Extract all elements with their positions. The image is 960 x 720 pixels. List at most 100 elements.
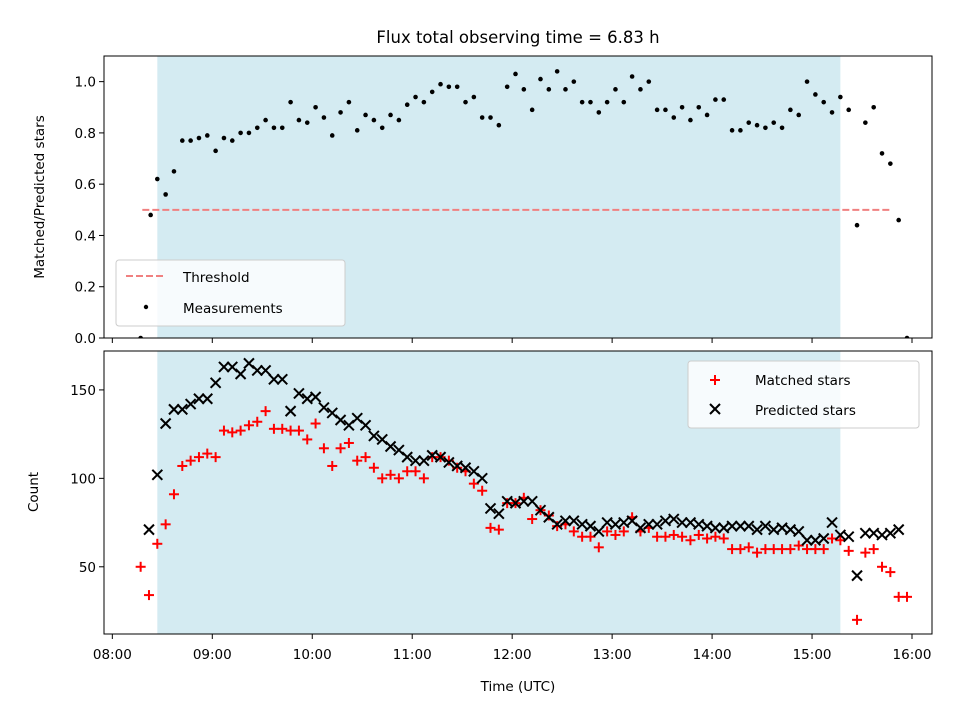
- predicted-star-point: [276, 373, 288, 386]
- predicted-star-point: [234, 368, 247, 380]
- predicted-star-point: [334, 414, 347, 426]
- predicted-star-point: [518, 495, 530, 508]
- legend-matched-swatch: [710, 375, 720, 385]
- measurement-point: [529, 107, 535, 113]
- matched-star-point: [218, 425, 229, 436]
- matched-star-point: [885, 567, 896, 578]
- bottom-y-axis-ticks: 50 100 150: [70, 383, 104, 576]
- measurement-point: [204, 133, 210, 138]
- predicted-star-point: [293, 387, 305, 400]
- matched-star-point: [318, 443, 329, 454]
- matched-star-point: [368, 462, 379, 473]
- predicted-star-point: [601, 516, 613, 529]
- predicted-star-point: [501, 495, 513, 508]
- measurement-point: [271, 125, 277, 131]
- matched-star-point: [152, 538, 163, 549]
- top-chart-legend: Threshold Measurements: [115, 259, 346, 327]
- measurement-point: [496, 122, 502, 128]
- predicted-star-point: [867, 527, 880, 539]
- measurement-point: [155, 176, 160, 182]
- y-tick-label: 0.6: [75, 177, 96, 193]
- measurement-point: [904, 335, 910, 338]
- matched-star-point: [552, 521, 563, 532]
- predicted-star-point: [259, 364, 272, 377]
- measurement-point: [438, 81, 443, 87]
- matched-star-point: [852, 614, 863, 625]
- predicted-star-point: [459, 462, 472, 474]
- matched-star-point: [568, 526, 579, 537]
- measurement-point: [571, 79, 577, 84]
- matched-stars-series: [135, 406, 913, 625]
- y-tick-label: 0.0: [75, 331, 96, 347]
- measurement-point: [654, 107, 660, 113]
- legend-measurements-swatch: [143, 304, 149, 310]
- matched-star-point: [585, 531, 596, 542]
- x-tick-label: 12:00: [493, 647, 532, 663]
- matched-star-point: [210, 452, 221, 463]
- x-tick-label: 14:00: [693, 647, 732, 663]
- matched-star-point: [468, 478, 479, 489]
- matched-star-point: [785, 544, 796, 555]
- measurement-point: [688, 117, 693, 123]
- bottom-y-axis-label: Count: [26, 472, 42, 512]
- matched-star-point: [793, 540, 804, 551]
- top-y-axis-label: Matched/Predicted stars: [32, 115, 48, 278]
- predicted-star-point: [834, 529, 847, 541]
- measurement-point: [148, 212, 153, 218]
- predicted-star-point: [801, 534, 813, 546]
- matched-star-point: [310, 418, 321, 429]
- matched-star-point: [185, 455, 196, 466]
- predicted-star-point: [851, 569, 863, 582]
- predicted-star-point: [384, 440, 397, 453]
- y-tick-label: 50: [79, 560, 96, 576]
- predicted-star-point: [476, 472, 488, 485]
- predicted-star-point: [884, 527, 897, 539]
- predicted-star-point: [651, 518, 663, 531]
- measurement-point: [729, 128, 735, 133]
- y-tick-label: 150: [70, 383, 96, 399]
- measurement-point: [696, 104, 702, 110]
- measurement-point: [746, 120, 752, 125]
- measurement-point: [838, 94, 843, 100]
- measurement-point: [804, 79, 810, 84]
- matched-star-point: [702, 533, 713, 544]
- measurement-point: [721, 97, 727, 102]
- predicted-star-point: [318, 401, 330, 414]
- matched-star-point: [418, 473, 429, 484]
- matched-star-point: [527, 514, 538, 525]
- matched-star-point: [168, 489, 179, 500]
- measurement-point: [388, 112, 393, 118]
- matched-star-point: [385, 469, 396, 480]
- predicted-star-point: [892, 523, 905, 536]
- matched-star-point: [393, 473, 404, 484]
- matched-star-point: [410, 466, 421, 477]
- predicted-star-point: [209, 377, 222, 389]
- bottom-legend-box: [687, 360, 920, 429]
- matched-star-point: [143, 590, 154, 601]
- predicted-star-point: [784, 523, 797, 536]
- predicted-star-point: [826, 516, 838, 529]
- measurement-point: [779, 125, 785, 131]
- matched-star-point: [718, 533, 729, 544]
- measurement-point: [663, 107, 668, 113]
- measurement-point: [888, 161, 893, 166]
- predicted-star-point: [143, 523, 155, 536]
- measurement-point: [338, 110, 343, 115]
- matched-star-point: [360, 452, 371, 463]
- matched-star-point: [293, 425, 304, 436]
- y-tick-label: 100: [70, 471, 96, 487]
- predicted-star-point: [493, 508, 505, 520]
- predicted-stars-series: [143, 357, 905, 582]
- measurement-point: [479, 115, 485, 120]
- predicted-star-point: [301, 393, 313, 405]
- bottom-x-axis-ticks: 08:00 09:00 10:00 11:00 12:00 13:00 14:00 15:00…: [93, 634, 931, 663]
- measurement-point: [713, 97, 718, 102]
- measurement-point: [646, 79, 652, 84]
- measurement-point: [421, 99, 427, 105]
- predicted-star-point: [718, 522, 730, 534]
- measurement-point: [846, 107, 852, 113]
- matched-star-point: [135, 561, 146, 572]
- measurement-point: [138, 335, 143, 338]
- measurement-point: [588, 99, 593, 105]
- bottom-chart-legend: Matched stars Predicted stars: [687, 360, 920, 429]
